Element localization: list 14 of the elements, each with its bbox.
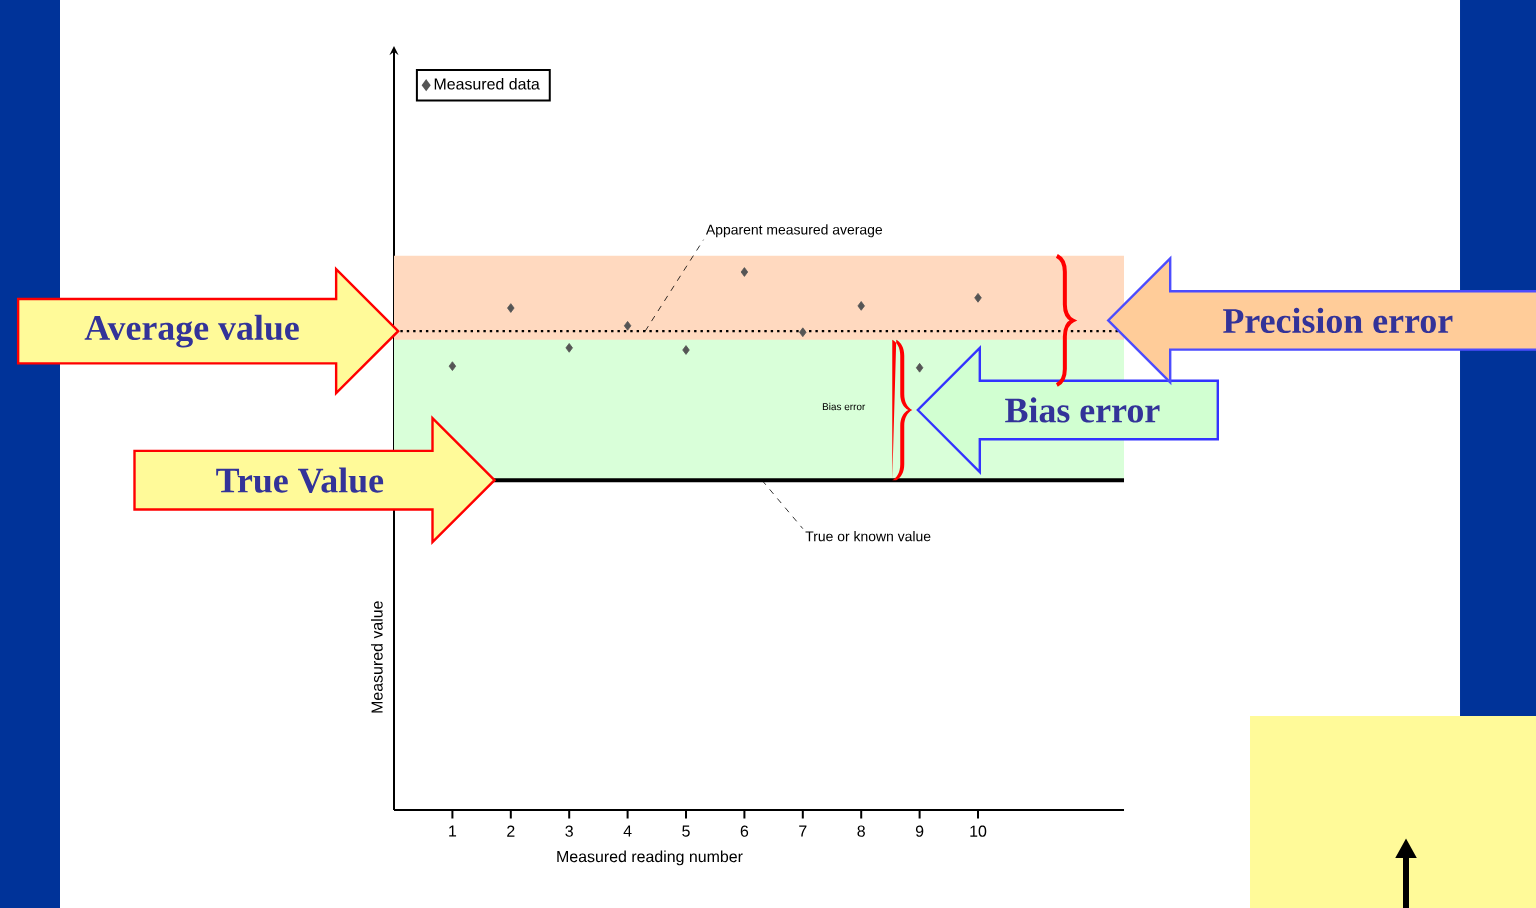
text: Precision error xyxy=(1223,307,1453,334)
point xyxy=(623,320,632,331)
point xyxy=(565,343,573,353)
annotation: Bias error xyxy=(1005,397,1160,423)
point xyxy=(799,327,807,338)
point xyxy=(448,361,457,371)
point xyxy=(682,345,690,355)
text: Average value xyxy=(84,314,299,348)
point xyxy=(857,301,865,311)
text: True Value xyxy=(216,467,384,493)
point xyxy=(507,303,515,313)
point xyxy=(740,267,749,277)
point xyxy=(915,362,924,373)
point xyxy=(974,293,982,303)
